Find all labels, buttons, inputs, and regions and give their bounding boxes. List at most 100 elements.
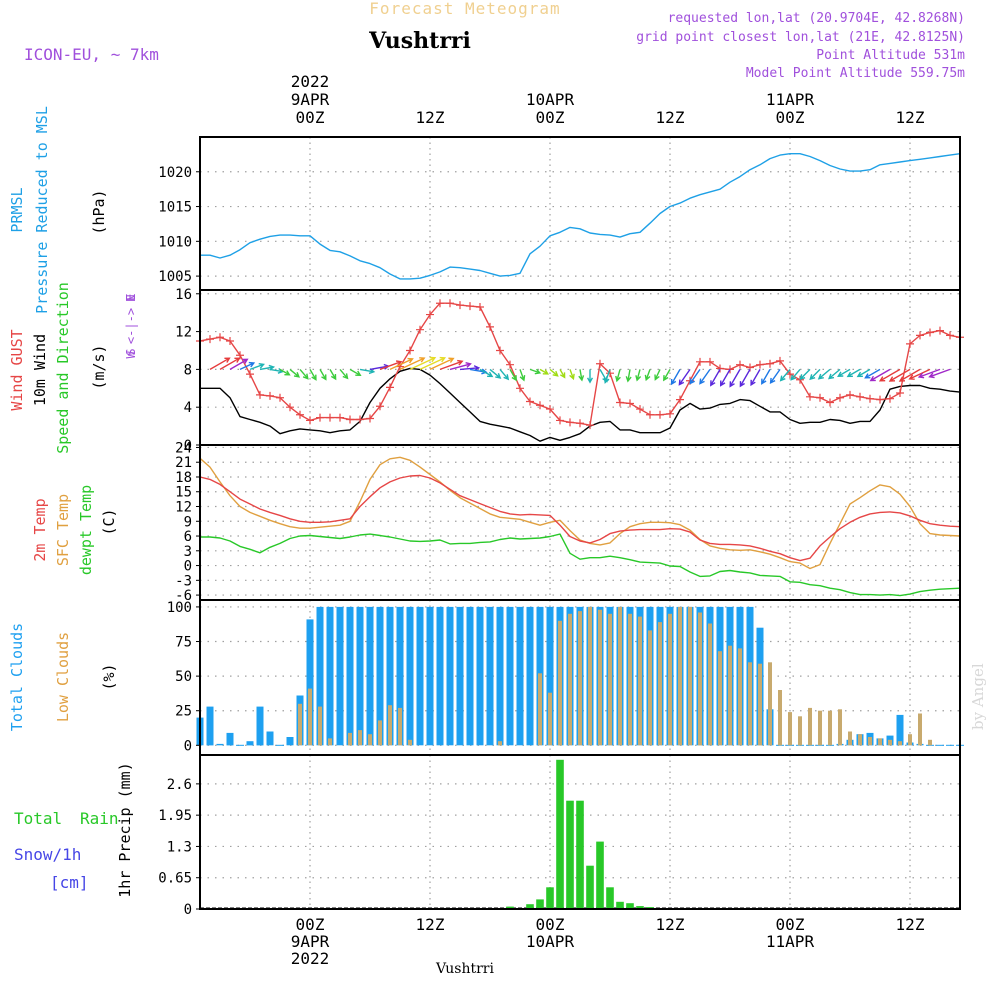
bottom-time-label: 12Z — [416, 915, 445, 934]
precip-bar — [606, 887, 614, 909]
low-cloud-bar — [388, 705, 392, 746]
low-cloud-bar — [658, 622, 662, 746]
wind-direction-arrow — [519, 369, 526, 382]
y-tick-label: -3 — [175, 573, 192, 589]
precip-bar — [556, 759, 564, 909]
wind-gust-point — [676, 395, 684, 404]
rain-label: Rain — [80, 809, 119, 828]
low-cloud-bar — [758, 663, 762, 746]
top-time-label: 11APR — [766, 90, 815, 109]
panel-frame — [199, 754, 961, 910]
total-clouds-label: Total Clouds — [8, 623, 26, 731]
wind-gust-point — [416, 325, 424, 334]
precip-bar — [506, 906, 514, 909]
wind-direction-arrow — [578, 369, 585, 382]
low-cloud-bar — [918, 713, 922, 746]
y-tick-label: 15 — [175, 485, 192, 501]
wind-gust-point — [316, 413, 324, 422]
low-cloud-bar — [598, 609, 602, 746]
bottom-time-label: 00Z — [296, 915, 325, 934]
y-tick-label: 4 — [184, 400, 192, 416]
low-cloud-bar — [618, 606, 622, 746]
y-tick-label: 0 — [184, 559, 192, 575]
wind-gust-point — [206, 335, 214, 344]
y-tick-label: 16 — [175, 287, 192, 303]
wind-gust-point — [756, 360, 764, 369]
wind-gust-point — [766, 359, 774, 368]
wind-gust-point — [706, 357, 714, 366]
wind-direction-arrow — [670, 369, 681, 386]
precip-bar — [526, 904, 534, 909]
wind-gust-point — [936, 326, 944, 335]
sfc-temp-series — [199, 456, 961, 570]
total-cloud-bar — [216, 743, 224, 746]
wind-gust-point — [546, 405, 554, 414]
total-cloud-bar — [336, 606, 344, 746]
wind-gust-point — [836, 393, 844, 402]
wind-gust-point — [216, 333, 224, 342]
wind-gust-point — [946, 331, 954, 340]
y-tick-label: 8 — [184, 362, 192, 378]
total-cloud-bar — [206, 706, 214, 746]
wind-direction-arrow — [856, 368, 871, 378]
wind-direction-arrow — [329, 369, 337, 381]
low-cloud-bar — [868, 737, 872, 746]
wind-direction-arrow — [379, 360, 403, 371]
watermark: by Angel — [969, 663, 987, 730]
total-cloud-bar — [326, 606, 334, 746]
wind-direction-arrow — [878, 368, 901, 382]
y-tick-label: 6 — [184, 529, 192, 545]
top-time-label: 12Z — [896, 108, 925, 127]
y-tick-label: 1005 — [158, 269, 192, 285]
wind-direction-arrow — [586, 369, 594, 384]
wind-direction-arrow — [449, 362, 472, 371]
wind-direction-arrow — [399, 357, 426, 371]
wind-gust-point — [846, 390, 854, 399]
bottom-time-label: 9APR — [291, 932, 330, 951]
wind-direction-arrow — [499, 368, 510, 381]
dewpt-label: dewpt Temp — [77, 485, 95, 575]
wind-gust-point — [336, 413, 344, 422]
wind-gust-point — [646, 410, 654, 419]
low-cloud-bar — [848, 731, 852, 746]
model-name: ICON-EU, ~ 7km — [24, 45, 159, 64]
wind-gust-point — [556, 416, 564, 425]
y-tick-label: 1015 — [158, 200, 192, 216]
wind-gust-point — [916, 331, 924, 340]
wind-gust-point — [386, 383, 394, 392]
low-cloud-bar — [748, 662, 752, 746]
wind-direction-label: Speed and Direction — [54, 282, 72, 454]
bottom-time-label: 11APR — [766, 932, 815, 951]
total-cloud-bar — [356, 606, 364, 746]
wind-direction-arrow — [389, 357, 414, 371]
temp-2m-series — [199, 474, 961, 562]
low-cloud-bar — [898, 741, 902, 746]
low-cloud-bar — [358, 730, 362, 746]
total-cloud-bar — [416, 606, 424, 746]
top-time-label: 9APR — [291, 90, 330, 109]
total-cloud-bar — [256, 706, 264, 746]
bottom-time-label: 12Z — [896, 915, 925, 934]
y-tick-label: 9 — [184, 514, 192, 530]
y-tick-label: 0 — [184, 438, 192, 454]
low-cloud-bar — [908, 734, 912, 746]
low-cloud-bar — [558, 620, 562, 746]
y-tick-label: 100 — [167, 600, 192, 616]
y-tick-label: 0.65 — [158, 871, 192, 887]
pressure-label: Pressure Reduced to MSL — [33, 106, 51, 314]
snow-unit-label: [cm] — [50, 873, 89, 892]
wind-direction-arrow — [689, 368, 701, 385]
wind-gust-point — [776, 356, 784, 365]
wind-direction-arrow — [529, 368, 542, 375]
wind-gust-point — [246, 370, 254, 379]
wind-direction-arrow — [908, 368, 931, 380]
wind-gust-label: Wind GUST — [8, 329, 26, 410]
point-altitude: Point Altitude 531m — [816, 48, 965, 63]
low-cloud-bar — [648, 630, 652, 746]
low-cloud-bar — [378, 720, 382, 746]
wind-gust-point — [596, 359, 604, 368]
wind-gust-point — [626, 399, 634, 408]
top-time-label: 10APR — [526, 90, 575, 109]
y-tick-label: 1010 — [158, 234, 192, 250]
model-altitude: Model Point Altitude 559.75m — [746, 66, 965, 81]
